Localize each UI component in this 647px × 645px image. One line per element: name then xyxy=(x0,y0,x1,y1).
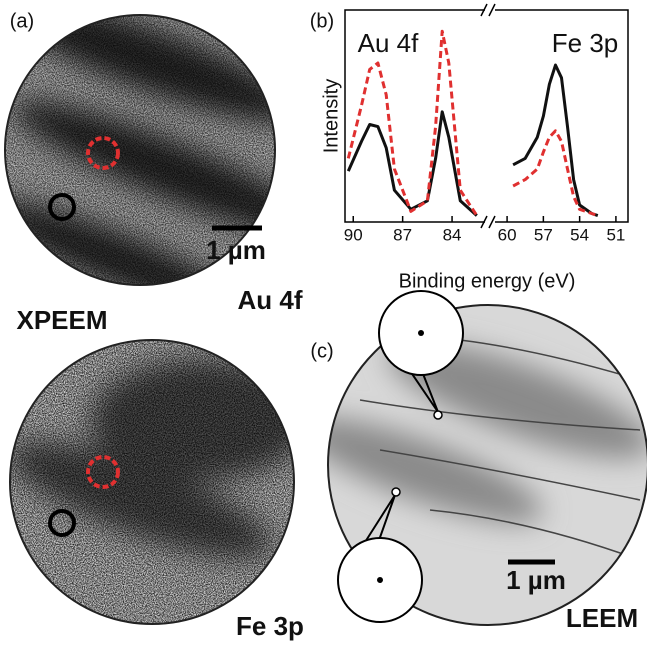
x-tick-label: 60 xyxy=(498,225,517,244)
image-label: LEEM xyxy=(566,603,638,633)
image-label: XPEEM xyxy=(16,305,107,335)
x-tick-label: 51 xyxy=(606,225,625,244)
panel-label: (a) xyxy=(10,10,34,32)
scale-bar-label: 1 µm xyxy=(506,565,566,595)
scale-bar-label: 1 µm xyxy=(206,235,266,265)
xpeem-fe-image xyxy=(10,340,294,624)
annotation: Fe 3p xyxy=(552,28,619,58)
y-axis-label: Intensity xyxy=(320,79,342,153)
x-tick-label: 54 xyxy=(570,225,589,244)
x-tick-label: 87 xyxy=(393,225,412,244)
annotation: Au 4f xyxy=(358,28,419,58)
chart-frame xyxy=(344,3,629,229)
x-tick-label: 84 xyxy=(443,225,462,244)
image-label: Fe 3p xyxy=(236,611,304,641)
x-tick-label: 90 xyxy=(344,225,363,244)
line-series xyxy=(512,63,599,218)
panel-label: (c) xyxy=(310,340,333,362)
line-series xyxy=(346,29,479,217)
panel-label: (b) xyxy=(310,10,334,32)
line-series xyxy=(512,129,599,218)
image-label: Au 4f xyxy=(238,285,303,315)
x-axis-label: Binding energy (eV) xyxy=(399,270,576,292)
x-tick-label: 57 xyxy=(534,225,553,244)
xpeem-au-image xyxy=(5,15,275,285)
